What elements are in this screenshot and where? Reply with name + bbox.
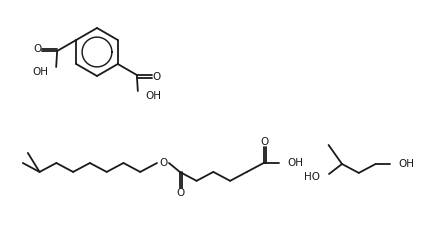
Text: O: O xyxy=(177,188,185,198)
Text: O: O xyxy=(33,44,41,55)
Text: HO: HO xyxy=(304,172,320,182)
Text: OH: OH xyxy=(288,158,304,168)
Text: O: O xyxy=(159,158,167,168)
Text: O: O xyxy=(153,71,161,82)
Text: OH: OH xyxy=(146,91,162,101)
Text: O: O xyxy=(261,137,269,147)
Text: OH: OH xyxy=(399,159,414,169)
Text: OH: OH xyxy=(32,67,48,77)
